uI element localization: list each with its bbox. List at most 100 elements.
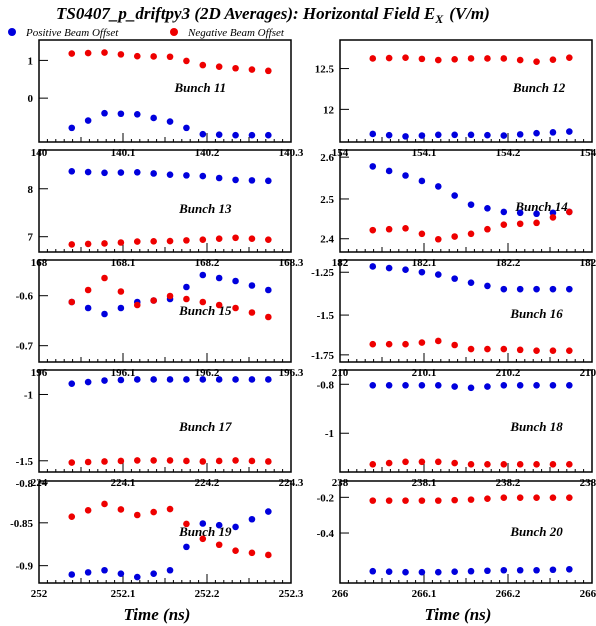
data-point-negative [549,214,557,221]
data-point-negative [484,345,491,353]
data-point-negative [150,297,157,304]
data-point-positive [101,169,108,177]
data-point-positive [232,523,239,531]
x-tick-label: 252.1 [111,588,136,600]
panel-10: 266 266.1 266.2 266.3 -0.2 -0.4 Bunch 20 [317,480,596,600]
data-point-positive [467,279,475,286]
data-point-negative [467,230,475,238]
title-main: TS0407_p_driftpy3 (2D Averages): Horizon… [56,4,435,23]
data-point-negative [215,235,223,243]
data-point-negative [533,347,540,354]
data-point-positive [451,383,458,390]
x-tick-label: 154.1 [412,147,437,159]
y-tick-label: 2.5 [320,194,334,206]
x-tick-label: 168.1 [111,257,136,269]
data-point-positive [566,285,573,293]
data-point-positive [484,131,491,139]
data-point-positive [516,131,524,138]
data-point-positive [265,131,272,139]
data-point-positive [500,208,508,216]
data-point-positive [533,210,540,218]
data-point-negative [166,237,174,245]
data-point-positive [467,131,475,139]
data-point-positive [199,130,207,138]
data-point-positive [549,209,557,217]
data-point-positive [133,168,141,176]
legend: Positive Beam Offset Negative Beam Offse… [8,27,285,39]
data-point-negative [101,458,108,465]
data-point-negative [166,53,174,61]
data-point-negative [150,457,157,464]
data-point-positive [549,129,557,136]
data-point-negative [369,340,377,348]
data-point-positive [265,376,272,383]
data-point-negative [84,240,92,248]
data-point-positive [434,131,442,139]
data-point-negative [549,347,557,354]
data-point-negative [183,457,190,465]
data-point-negative [549,494,557,501]
data-point-negative [215,301,223,309]
data-point-positive [566,565,573,573]
x-tick-label: 252 [31,588,48,600]
data-point-negative [484,55,491,62]
data-point-negative [566,208,573,216]
data-point-positive [265,286,272,294]
data-point-positive [549,566,557,574]
data-point-positive [68,380,76,387]
data-point-negative [215,63,223,70]
data-point-positive [467,384,475,392]
data-point-negative [133,301,141,309]
data-point-negative [199,236,207,243]
data-point-positive [418,268,426,276]
data-point-negative [566,461,573,468]
legend-positive-marker [8,28,16,36]
data-point-positive [199,172,207,180]
data-point-negative [533,219,540,227]
x-tick-label: 252.2 [195,588,220,600]
data-point-positive [166,171,174,178]
data-point-positive [484,204,491,212]
data-point-negative [434,337,442,345]
y-tick-label: -1.5 [16,456,34,468]
data-point-positive [117,570,125,577]
data-point-positive [451,131,458,139]
data-point-positive [68,571,76,578]
x-axis-label-left: Time (ns) [124,605,191,624]
data-point-positive [434,183,442,190]
data-point-negative [133,238,141,245]
data-point-positive [500,566,508,574]
data-point-positive [101,377,108,384]
bunch-label: Bunch 11 [173,80,226,95]
data-point-negative [385,497,393,504]
data-point-positive [369,567,377,575]
data-point-negative [101,274,108,282]
y-tick-label: -1.75 [311,350,334,362]
data-point-negative [84,458,92,466]
data-point-positive [385,568,393,576]
data-point-negative [369,226,377,234]
x-tick-label: 168.2 [195,257,220,269]
bunch-label: Bunch 18 [509,419,563,434]
data-point-positive [385,131,393,139]
x-tick-label: 252.3 [279,588,304,600]
data-point-positive [516,566,524,574]
data-point-negative [232,304,239,312]
data-point-negative [265,458,272,465]
data-point-negative [183,237,190,244]
bunch-label: Bunch 17 [178,419,232,434]
data-point-negative [467,345,475,353]
data-point-positive [549,382,557,389]
bunch-label: Bunch 12 [512,80,566,95]
data-point-positive [248,282,256,289]
data-point-negative [199,458,207,465]
data-point-positive [248,131,256,139]
data-point-positive [117,169,125,176]
data-point-negative [549,461,557,468]
data-point-positive [385,167,393,175]
y-tick-label: 2.4 [320,234,334,246]
